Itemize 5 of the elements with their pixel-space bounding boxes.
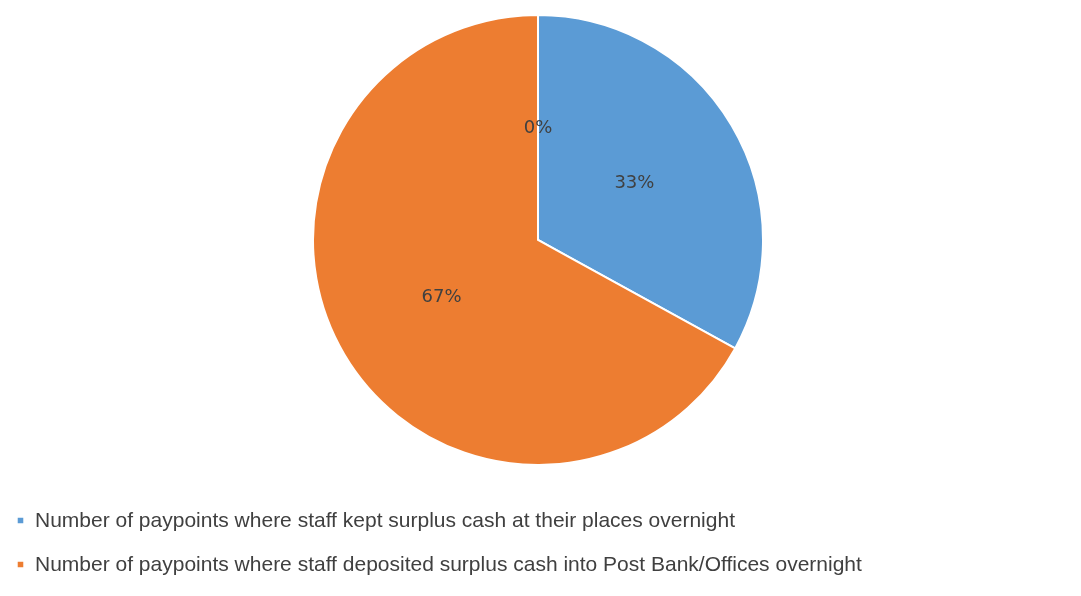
legend-label: Number of paypoints where staff deposited surplus cash into Post Bank/Offices overnight (35, 551, 863, 575)
text: 0% (523, 116, 553, 137)
data-label: 67% (421, 285, 462, 307)
legend-label: Number of paypoints where staff kept surplus cash at their places overnight (35, 507, 736, 531)
data-label: 33% (614, 170, 655, 192)
